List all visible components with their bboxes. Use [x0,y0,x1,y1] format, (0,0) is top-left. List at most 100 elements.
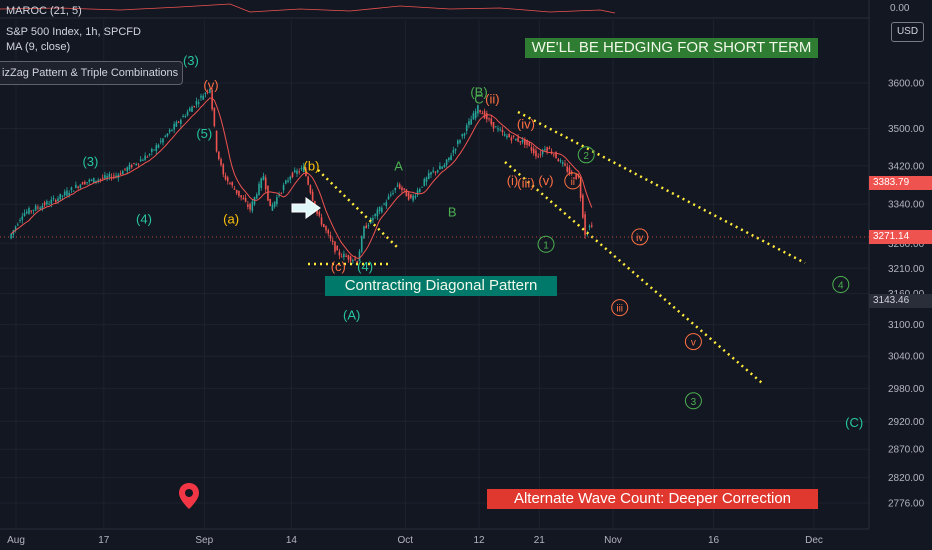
candle-body [537,156,539,158]
candle-body [584,214,586,236]
x-tick-label: 16 [708,535,720,546]
candle-body [191,106,193,112]
wave-circle [537,235,555,253]
wave-label: (3) [183,53,199,68]
candle-body [186,111,189,116]
wave-labels: (3) (5) (v) (3) (4) (a) (b) (c) (4) (A) A B (B)C (ii)… [82,53,863,430]
candle-body [434,171,437,173]
candle-body [387,196,390,200]
wave-label: iv [636,233,643,244]
candle-body [477,105,479,114]
candle-body [72,190,75,192]
candle-body [249,204,251,210]
candle-body [454,148,457,151]
candle-body [151,149,153,152]
candle-body [81,182,84,185]
candle-body [512,135,515,137]
candle-body [144,155,146,161]
candle-body [497,128,499,130]
candle-body [99,179,102,181]
x-tick-label: Dec [805,535,823,546]
candle-body [588,226,591,228]
candle-body [168,130,171,133]
wave-label: A [394,159,403,174]
candle-body [472,113,475,120]
wave-label: (i) [507,173,519,188]
candle-body [188,108,191,112]
last-price-tag: 3383.79 [869,176,932,190]
wave-label: (4) [136,212,152,227]
candle-body [577,175,580,177]
candle-body [218,151,220,159]
location-pin-icon[interactable] [178,482,200,510]
candle-body [450,155,452,161]
wave-label: (4) [357,259,373,274]
y-tick-label: 3210.00 [888,264,925,275]
wave-label: (iii) [517,175,534,190]
candle-body [430,171,432,175]
currency-button[interactable]: USD [891,22,924,42]
candle-body [162,138,164,143]
candle-body [204,93,207,95]
symbol-legend[interactable]: S&P 500 Index, 1h, SPCFD [6,26,141,38]
candle-body [41,205,44,209]
candle-body [307,176,309,185]
maroc-line [0,3,616,14]
candle-body [264,177,267,190]
candle-body [119,173,122,175]
candle-body [148,154,151,156]
candle-body [104,175,106,179]
candle-body [175,121,178,127]
candle-body [463,133,466,136]
candle-body [269,198,271,207]
wave-label: (3) [82,154,98,169]
candle-body [334,241,336,252]
candle-body [553,154,555,156]
candle-body [70,187,73,190]
indicator-legend[interactable]: MAROC (21, 5) [6,5,82,17]
candle-body [282,185,285,191]
candle-body [139,159,142,162]
candle-body [401,187,403,191]
candle-body [68,192,70,196]
candle-body [432,170,435,172]
y-tick-label: 3500.00 [888,124,925,135]
candle-body [84,181,86,185]
candle-body [528,142,531,146]
ma-legend[interactable]: MA (9, close) [6,41,71,53]
alternate-count-banner: Alternate Wave Count: Deeper Correction [487,489,818,509]
candle-body [481,113,484,115]
hedging-banner: WE'LL BE HEDGING FOR SHORT TERM [525,38,818,58]
candle-body [544,149,546,151]
wave-label: (C) [845,415,863,430]
contracting-diagonal-banner: Contracting Diagonal Pattern [325,276,557,296]
candle-body [135,163,137,165]
candle-body [79,184,82,188]
candle-body [202,95,204,100]
candle-body [52,198,55,200]
candle-body [287,180,289,182]
candle-body [173,124,175,130]
pattern-template-button[interactable]: izZag Pattern & Triple Combinations [0,61,183,85]
candle-body [557,159,560,162]
candle-body [354,258,356,260]
x-tick-label: Aug [7,535,25,546]
candle-body [153,149,155,151]
candle-body [521,139,524,143]
wave-circle [611,299,629,317]
candle-body [381,207,383,213]
candle-body [46,201,48,205]
x-tick-label: 12 [473,535,485,546]
candle-body [311,191,314,201]
x-tick-label: 21 [534,535,546,546]
candle-body [273,201,276,207]
candle-body [345,255,347,257]
wave-label: v [691,338,696,349]
candle-body [106,176,108,178]
candle-body [101,177,104,179]
candle-body [367,225,370,227]
candle-body [398,184,401,189]
candle-body [302,166,305,173]
y-tick-label: 2870.00 [888,445,925,456]
